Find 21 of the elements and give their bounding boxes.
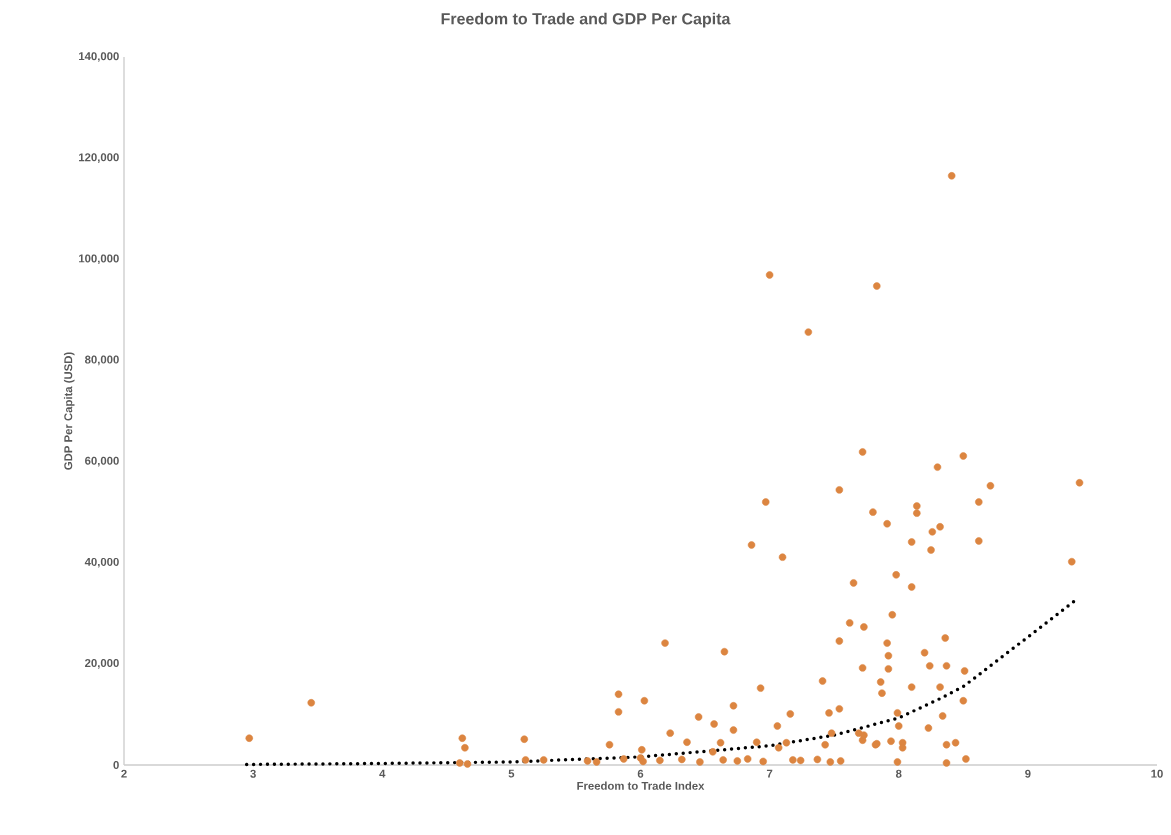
x-tick-label: 5 (508, 769, 515, 778)
x-tick-label: 2 (121, 769, 127, 778)
x-tick-label: 8 (895, 769, 902, 778)
y-axis-title: GDP Per Capita (USD) (63, 352, 75, 470)
x-axis-title: Freedom to Trade Index (577, 781, 705, 790)
x-tick-label: 10 (1151, 769, 1163, 778)
x-tick-label: 9 (1025, 769, 1031, 778)
x-tick-label: 4 (379, 769, 386, 778)
x-tick-label: 7 (766, 769, 773, 778)
y-tick-label: 120,000 (79, 153, 119, 163)
y-tick-label: 140,000 (79, 52, 119, 62)
chart-title: Freedom to Trade and GDP Per Capita (441, 12, 731, 28)
x-tick-label: 3 (250, 769, 256, 778)
line-series (244, 598, 1078, 767)
y-tick-label: 20,000 (85, 659, 119, 669)
y-tick-label: 80,000 (84, 355, 119, 366)
y-tick-label: 100,000 (79, 254, 119, 265)
y-tick-label: 40,000 (84, 557, 119, 568)
y-tick-label: 0 (113, 760, 119, 769)
x-tick-label: 6 (637, 769, 644, 778)
y-tick-label: 60,000 (85, 456, 119, 467)
